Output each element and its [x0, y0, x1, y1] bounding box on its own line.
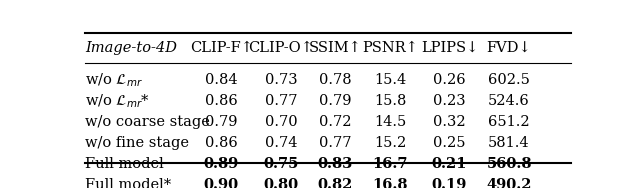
Text: 0.75: 0.75	[263, 157, 299, 171]
Text: Full model: Full model	[85, 157, 164, 171]
Text: 560.8: 560.8	[486, 157, 532, 171]
Text: 0.79: 0.79	[319, 94, 352, 108]
Text: 16.8: 16.8	[372, 178, 408, 188]
Text: 0.72: 0.72	[319, 115, 352, 130]
Text: SSIM↑: SSIM↑	[309, 41, 362, 55]
Text: 0.26: 0.26	[433, 74, 466, 87]
Text: 651.2: 651.2	[488, 115, 530, 130]
Text: CLIP-F↑: CLIP-F↑	[190, 41, 253, 55]
Text: 0.86: 0.86	[205, 136, 237, 150]
Text: Full model*: Full model*	[85, 178, 171, 188]
Text: 581.4: 581.4	[488, 136, 530, 150]
Text: 15.2: 15.2	[374, 136, 406, 150]
Text: 0.78: 0.78	[319, 74, 352, 87]
Text: 15.4: 15.4	[374, 74, 406, 87]
Text: PSNR↑: PSNR↑	[362, 41, 418, 55]
Text: 15.8: 15.8	[374, 94, 406, 108]
Text: 0.80: 0.80	[263, 178, 298, 188]
Text: 0.73: 0.73	[264, 74, 297, 87]
Text: 0.21: 0.21	[432, 157, 467, 171]
Text: 0.74: 0.74	[264, 136, 297, 150]
Text: 0.83: 0.83	[318, 157, 353, 171]
Text: 16.7: 16.7	[372, 157, 408, 171]
Text: 0.77: 0.77	[264, 94, 297, 108]
Text: w/o coarse stage: w/o coarse stage	[85, 115, 210, 130]
Text: 0.82: 0.82	[317, 178, 353, 188]
Text: w/o $\mathcal{L}_{mr}$*: w/o $\mathcal{L}_{mr}$*	[85, 93, 150, 110]
Text: 490.2: 490.2	[486, 178, 532, 188]
Text: 0.79: 0.79	[205, 115, 237, 130]
Text: w/o fine stage: w/o fine stage	[85, 136, 189, 150]
Text: 0.32: 0.32	[433, 115, 466, 130]
Text: 0.25: 0.25	[433, 136, 466, 150]
Text: 0.77: 0.77	[319, 136, 352, 150]
Text: FVD↓: FVD↓	[486, 41, 531, 55]
Text: 0.90: 0.90	[204, 178, 239, 188]
Text: 0.84: 0.84	[205, 74, 237, 87]
Text: 14.5: 14.5	[374, 115, 406, 130]
Text: 524.6: 524.6	[488, 94, 530, 108]
Text: 0.86: 0.86	[205, 94, 237, 108]
Text: 0.70: 0.70	[264, 115, 297, 130]
Text: CLIP-O↑: CLIP-O↑	[248, 41, 314, 55]
Text: 0.19: 0.19	[432, 178, 467, 188]
Text: LPIPS↓: LPIPS↓	[421, 41, 478, 55]
Text: Image-to-4D: Image-to-4D	[85, 41, 177, 55]
Text: 0.23: 0.23	[433, 94, 466, 108]
Text: 602.5: 602.5	[488, 74, 530, 87]
Text: 0.89: 0.89	[204, 157, 239, 171]
Text: w/o $\mathcal{L}_{mr}$: w/o $\mathcal{L}_{mr}$	[85, 72, 143, 89]
